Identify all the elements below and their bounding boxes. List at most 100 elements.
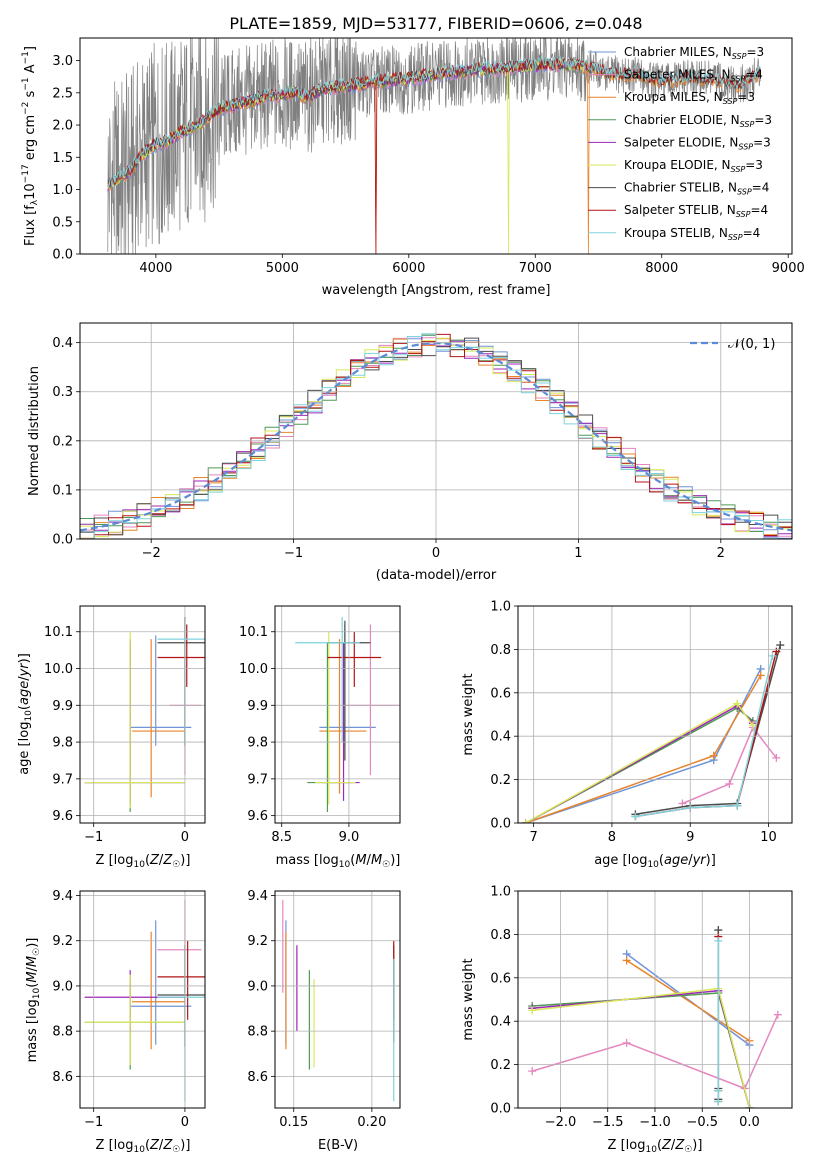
y-tick-label: 0.6: [490, 686, 511, 701]
y-tick-label: 9.4: [247, 889, 268, 904]
label-part: M: [371, 853, 382, 868]
mass-weight-line: [525, 704, 754, 823]
y-tick-label: 3.0: [52, 54, 73, 69]
legend-name: Kroupa MILES, N: [624, 90, 723, 104]
mass-weight-vs-Z-panel-plot-area: [528, 926, 782, 1108]
label-part: 10: [647, 860, 659, 870]
axes-frame: [274, 605, 401, 824]
legend-name: Salpeter MILES, N: [624, 68, 731, 82]
axes-frame: [79, 37, 793, 255]
x-tick-label: −2.0: [545, 1115, 577, 1130]
mass-weight-vs-age-panel-plot-area: [521, 641, 785, 823]
y-tick-label: 10.1: [239, 625, 268, 640]
y-tick-label: 0.4: [490, 730, 511, 745]
label-part: λ: [30, 199, 40, 205]
mass-weight-marker: [631, 812, 640, 821]
label-part: )]: [17, 653, 32, 663]
x-tick-label: 8.5: [271, 830, 292, 845]
legend-entry: Salpeter ELODIE, NSSP=3: [624, 135, 771, 151]
model-spectrum-line: [107, 57, 589, 254]
mass-weight-marker: [709, 751, 718, 760]
y-tick-label: 2.0: [52, 119, 73, 134]
label-part: (: [350, 853, 355, 868]
legend-count: =4: [752, 181, 770, 195]
label-part: −1: [21, 77, 31, 90]
y-tick-label: 9.8: [52, 736, 73, 751]
legend-entry: Kroupa STELIB, NSSP=4: [624, 226, 760, 242]
mass-weight-marker: [756, 671, 765, 680]
y-axis-label: mass weight: [461, 673, 476, 755]
legend-subscript: SSP: [736, 210, 751, 219]
x-tick-label: 0.0: [739, 1115, 760, 1130]
legend-subscript: SSP: [728, 233, 743, 242]
label-part: −2: [21, 102, 31, 115]
model-spectrum-line: [107, 55, 761, 189]
mass-weight-marker: [528, 1067, 537, 1076]
y-tick-label: 0.2: [490, 773, 511, 788]
label-part: Z: [149, 1138, 160, 1153]
legend-name: Salpeter STELIB, N: [624, 203, 736, 217]
spectrum-panel-plot-area: [107, 38, 761, 254]
x-tick-label: 9.0: [339, 830, 360, 845]
mass-weight-line: [525, 668, 762, 823]
legend-subscript: SSP: [731, 165, 746, 174]
y-tick-label: 1.0: [490, 600, 511, 615]
x-tick-label: 8000: [645, 261, 678, 276]
legend-name: Kroupa STELIB, N: [624, 226, 728, 240]
y-tick-label: 0.4: [52, 336, 73, 351]
label-part: /: [671, 1138, 676, 1153]
axes-frame: [79, 605, 206, 824]
legend-entry: Chabrier ELODIE, NSSP=3: [624, 113, 772, 129]
label-part: /: [159, 1138, 164, 1153]
legend-entry: Chabrier STELIB, NSSP=4: [624, 181, 769, 197]
legend-count: =3: [745, 158, 763, 172]
mass-weight-marker: [528, 1006, 537, 1015]
y-tick-label: 0.6: [490, 971, 511, 986]
y-tick-label: 1.0: [52, 183, 73, 198]
x-tick-label: 0.15: [279, 1115, 308, 1130]
label-part: Z: [674, 1138, 685, 1153]
legend-subscript: SSP: [723, 97, 738, 106]
label-part: age: [664, 853, 688, 868]
label-part: )]: [180, 853, 190, 868]
y-tick-label: 9.7: [247, 772, 268, 787]
legend-subscript: SSP: [732, 52, 747, 61]
label-part: s: [23, 90, 38, 101]
y-tick-label: 0.0: [52, 533, 73, 548]
y-tick-label: 10.0: [239, 662, 268, 677]
mass-weight-line: [525, 675, 762, 823]
legend-subscript: SSP: [738, 142, 753, 151]
x-tick-label: 7: [530, 830, 538, 845]
x-tick-label: 0.20: [357, 1115, 386, 1130]
x-tick-label: 10: [760, 830, 777, 845]
label-part: ☉: [32, 948, 42, 956]
y-tick-label: 8.8: [247, 1025, 268, 1040]
label-part: ☉: [172, 860, 180, 870]
x-tick-label: 9000: [772, 261, 805, 276]
y-tick-label: 0.0: [490, 1102, 511, 1117]
x-tick-label: 0: [181, 1115, 189, 1130]
label-part: Z: [162, 1138, 173, 1153]
legend-count: =4: [743, 226, 761, 240]
x-axis-label: mass [log10(M/M☉)]: [276, 853, 401, 870]
age-vs-mass-panel-plot-area: [295, 617, 399, 812]
axes-frame: [79, 890, 206, 1109]
label-part: Flux [f: [23, 205, 38, 246]
y-axis-label: Normed distribution: [27, 366, 42, 496]
label-part: )]: [180, 1138, 190, 1153]
label-part: )]: [25, 938, 40, 948]
mass-weight-vs-age-panel: 7 8 9 10 0.0 0.2 0.4 0.6 0.8 1.0 mass weight age [l…: [461, 600, 793, 870]
mass-weight-marker: [714, 1097, 723, 1106]
x-tick-label: −0.5: [686, 1115, 718, 1130]
y-tick-label: 10.0: [44, 662, 73, 677]
legend-count: =3: [753, 135, 771, 149]
label-part: M: [25, 971, 40, 982]
label-part: −1: [21, 51, 31, 64]
y-tick-label: 8.6: [52, 1070, 73, 1085]
y-tick-label: 9.2: [52, 934, 73, 949]
mass-weight-marker: [733, 801, 742, 810]
label-part: /: [367, 853, 372, 868]
legend-subscript: SSP: [737, 188, 752, 197]
